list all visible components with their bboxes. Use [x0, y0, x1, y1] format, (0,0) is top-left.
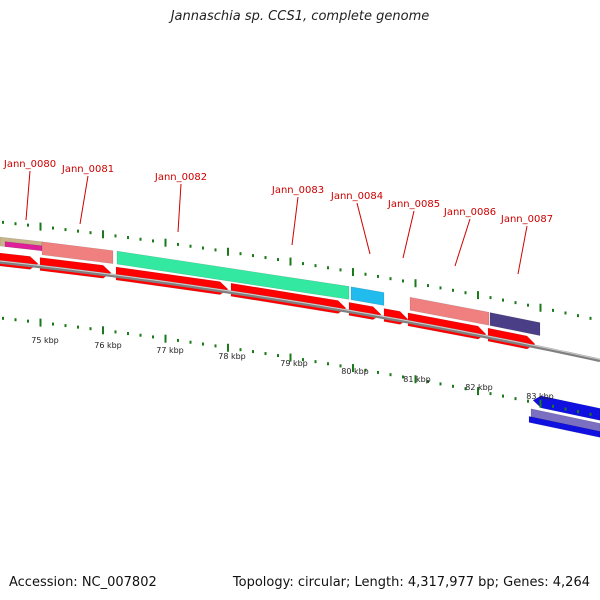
label-leaders [25, 170, 528, 275]
scale-tick-label: 80 kbp [341, 367, 369, 376]
accession-text: Accession: NC_007802 [9, 575, 157, 590]
backbone-line [0, 260, 600, 363]
feature-gene-salmon [409, 296, 490, 326]
inner-tick-marks [2, 316, 592, 416]
map-title: Jannaschia sp. CCS1, complete genome [170, 9, 430, 24]
scale-tick-label: 77 kbp [156, 346, 184, 355]
feature-gene-blue [528, 416, 600, 438]
gene-label: Jann_0087 [500, 214, 553, 225]
scale-tick-label: 81 kbp [403, 375, 431, 384]
label-leader-line [25, 170, 31, 221]
scale-tick-label: 79 kbp [280, 359, 308, 368]
gene-labels: Jann_0080 Jann_0081 Jann_0082 Jann_0083 Jann… [3, 159, 553, 225]
feature-gene-salmon [41, 241, 114, 264]
gene-label: Jann_0081 [61, 164, 114, 175]
scale-tick-label: 82 kbp [465, 383, 493, 392]
label-leader-line [79, 175, 89, 225]
gene-label: Jann_0084 [330, 191, 383, 202]
outer-tick-marks [2, 220, 592, 320]
feature-gene-lavender [530, 408, 600, 433]
scale-tick-label: 76 kbp [94, 341, 122, 350]
label-leader-line [517, 225, 528, 275]
scale-tick-label: 83 kbp [526, 392, 554, 401]
gene-label: Jann_0083 [271, 185, 324, 196]
label-leader-line [454, 218, 471, 267]
scale-labels: 75 kbp 76 kbp 77 kbp 78 kbp 79 kbp 80 kbp 81 k… [31, 336, 554, 401]
gene-label: Jann_0082 [154, 172, 207, 183]
backbone-highlight [0, 260, 600, 360]
feature-tracks [0, 236, 600, 438]
scale-tick-label: 75 kbp [31, 336, 59, 345]
genome-backbone [0, 260, 600, 363]
feature-gene-cyan [350, 286, 385, 306]
gene-label: Jann_0086 [443, 207, 496, 218]
label-leader-line [291, 196, 299, 246]
genome-stats-text: Topology: circular; Length: 4,317,977 bp… [232, 575, 590, 590]
label-leader-line [356, 202, 371, 255]
label-leader-line [177, 183, 182, 233]
feature-gene-purple [489, 312, 541, 336]
feature-gene-green [116, 250, 350, 300]
gene-label: Jann_0080 [3, 159, 56, 170]
scale-tick-label: 78 kbp [218, 352, 246, 361]
gene-label: Jann_0085 [387, 199, 440, 210]
label-leader-line [402, 210, 415, 259]
